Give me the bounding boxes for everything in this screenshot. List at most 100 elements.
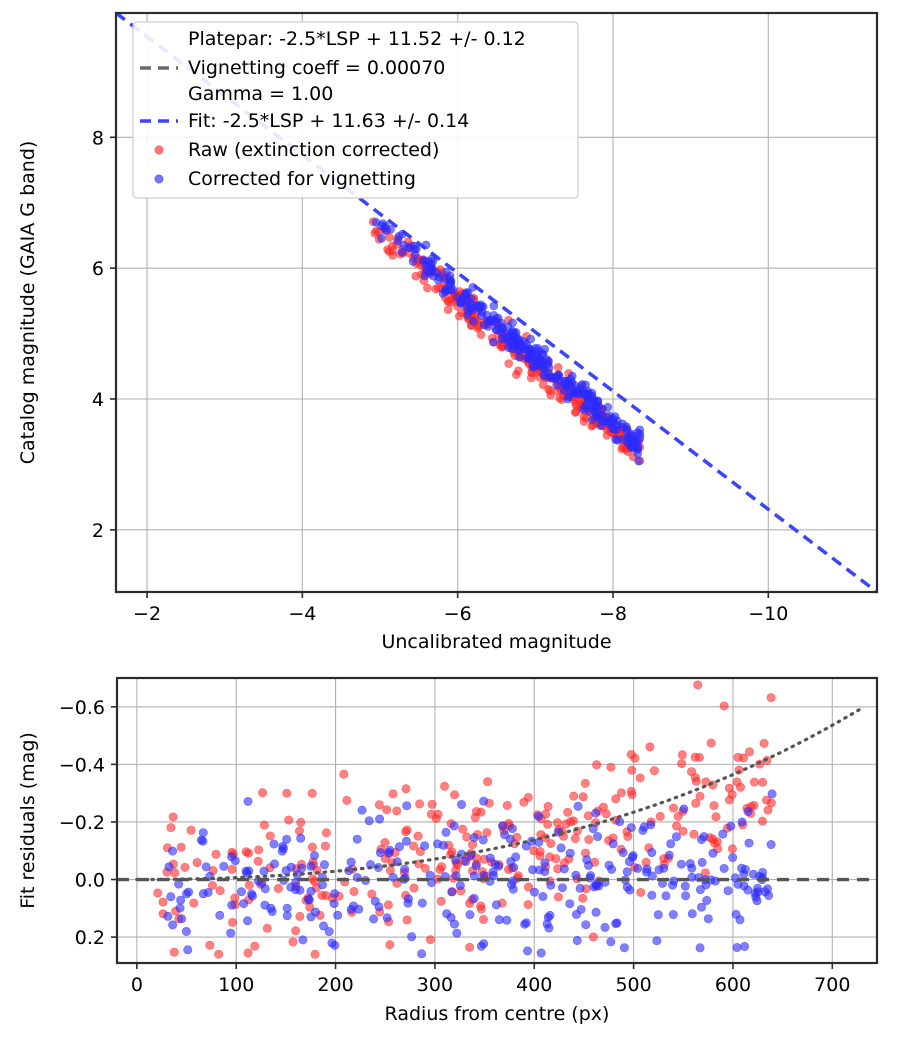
scatter-point	[296, 817, 306, 827]
scatter-point	[364, 816, 374, 826]
scatter-point	[498, 821, 508, 831]
legend-label: Vignetting coeff = 0.00070	[188, 57, 445, 79]
tick-label-x: −4	[288, 603, 316, 625]
scatter-point	[402, 915, 412, 925]
ylabel-bottom: Fit residuals (mag)	[17, 732, 39, 909]
scatter-point	[456, 800, 466, 810]
scatter-point	[575, 883, 585, 893]
scatter-point	[645, 742, 655, 752]
scatter-point	[175, 903, 185, 913]
scatter-point	[196, 835, 206, 845]
scatter-point	[766, 693, 776, 703]
scatter-point	[553, 892, 563, 902]
scatter-point	[449, 919, 459, 929]
scatter-point	[659, 863, 669, 873]
scatter-point	[465, 942, 475, 952]
scatter-point	[615, 817, 625, 827]
scatter-point	[511, 328, 521, 337]
scatter-point	[733, 752, 743, 762]
scatter-point	[744, 838, 754, 848]
scatter-point	[346, 857, 356, 867]
scatter-point	[449, 821, 459, 831]
fit-lines-top	[114, 11, 879, 594]
scatter-point	[538, 349, 548, 359]
scatter-point	[697, 857, 707, 867]
tick-label-x: 200	[317, 974, 353, 996]
scatter-point	[166, 823, 176, 833]
scatter-point	[469, 893, 479, 903]
tick-label-x: −10	[748, 603, 788, 625]
tick-label-y: 0.0	[75, 870, 105, 892]
scatter-point	[158, 897, 168, 907]
scatter-point	[205, 940, 215, 950]
scatter-point	[461, 857, 471, 867]
scatter-point	[523, 900, 533, 910]
scatter-point	[478, 914, 488, 924]
scatter-point	[244, 866, 254, 876]
ylabel-top: Catalog magnitude (GAIA G band)	[17, 141, 39, 465]
scatter-point	[561, 377, 570, 386]
scatter-point	[450, 790, 460, 800]
scatter-point	[259, 866, 269, 876]
scatter-point	[357, 805, 367, 815]
scatter-point	[627, 852, 637, 862]
scatter-point	[374, 902, 384, 912]
scatter-point	[521, 918, 531, 928]
scatter-point	[324, 927, 334, 937]
scatter-point	[462, 832, 472, 842]
scatter-point	[732, 777, 742, 787]
scatter-point	[441, 286, 451, 296]
scatter-point	[566, 817, 576, 827]
scatter-point	[587, 388, 597, 398]
scatter-point	[647, 848, 657, 858]
tick-label-y: −0.4	[59, 754, 105, 776]
tick-label-x: 700	[814, 974, 850, 996]
tick-label-x: −6	[444, 603, 472, 625]
tick-label-x: 300	[417, 974, 453, 996]
scatter-point	[478, 835, 488, 845]
scatter-point	[647, 871, 657, 881]
scatter-point	[228, 917, 238, 927]
scatter-point	[388, 251, 397, 260]
scatter-point	[584, 835, 594, 845]
scatter-point	[306, 912, 316, 922]
scatter-point	[542, 919, 552, 929]
scatter-point	[600, 922, 610, 932]
scatter-point	[211, 849, 221, 859]
scatter-point	[227, 852, 237, 862]
scatter-point	[239, 899, 249, 909]
scatter-point	[284, 815, 294, 825]
scatter-point	[278, 841, 288, 851]
scatter-point	[192, 858, 202, 868]
scatter-point	[592, 760, 602, 770]
scatter-point	[436, 896, 446, 906]
tick-label-y: 6	[92, 258, 104, 280]
scatter-point	[166, 892, 176, 902]
scatter-point	[723, 886, 733, 896]
scatter-point	[677, 750, 687, 760]
scatter-point	[382, 805, 392, 815]
axes-frame-bottom	[115, 676, 879, 965]
scatter-point	[612, 420, 622, 430]
scatter-point	[708, 848, 718, 858]
scatter-point	[687, 909, 697, 919]
scatter-point	[288, 937, 298, 947]
scatter-point	[622, 422, 631, 431]
scatter-point	[661, 891, 671, 901]
scatter-point	[523, 882, 533, 892]
scatter-point	[164, 862, 174, 872]
scatter-point	[494, 915, 504, 925]
scatter-point	[296, 833, 306, 843]
scatter-point	[458, 824, 468, 834]
scatter-point	[529, 887, 539, 897]
scatter-point	[409, 883, 419, 893]
scatter-point	[180, 862, 190, 872]
scatter-point	[431, 284, 441, 294]
scatter-point	[383, 900, 393, 910]
scatter-point	[515, 353, 524, 362]
legend-entry: Gamma = 1.00	[188, 83, 333, 105]
tick-label-x: −2	[133, 603, 161, 625]
scatter-point	[254, 845, 264, 855]
scatter-point	[553, 363, 563, 372]
scatter-point	[479, 796, 489, 806]
